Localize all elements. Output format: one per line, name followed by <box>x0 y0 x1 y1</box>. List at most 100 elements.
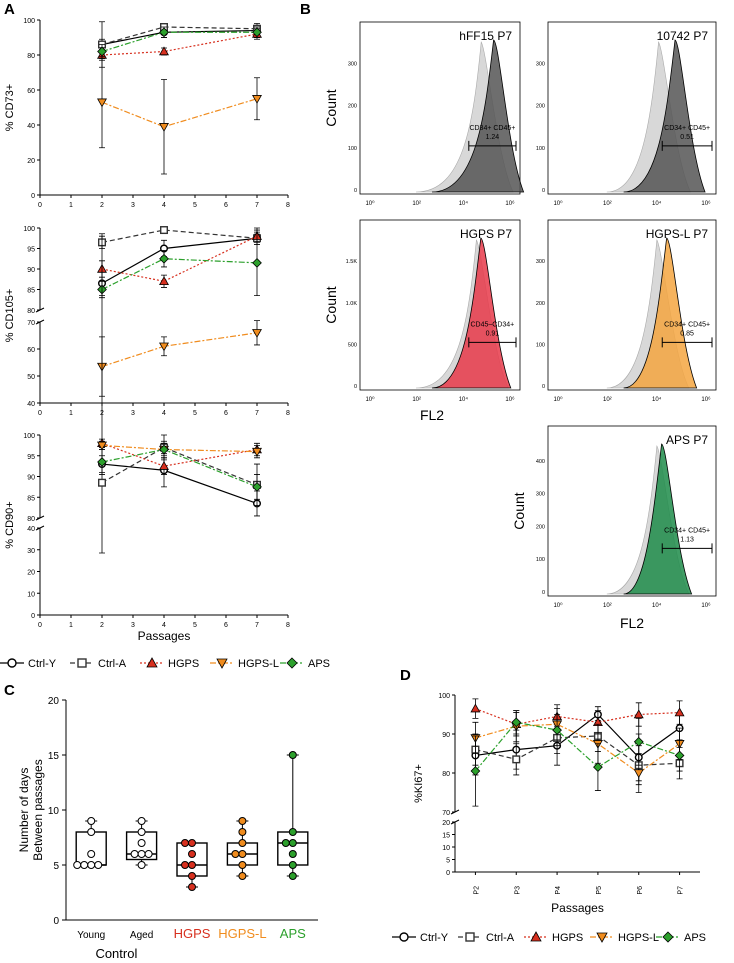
y-tick-label: 30 <box>27 548 35 555</box>
x-tick-label: 10² <box>412 397 421 403</box>
y-axis-label: % CD105+ <box>4 289 16 343</box>
point-aps <box>593 762 603 773</box>
y-tick-label: 400 <box>536 459 545 465</box>
x-axis-label: FL2 <box>420 407 444 423</box>
y-tick-label: 10 <box>442 845 450 852</box>
panel-letter-b: B <box>300 1 311 18</box>
point-hgps <box>159 276 169 285</box>
x-tick-label-young: Young <box>77 930 105 941</box>
y-tick-label: 10 <box>27 591 35 598</box>
legend-label-hgps-l: HGPS-L <box>238 658 279 670</box>
histogram-sample <box>431 39 525 193</box>
gate-value: 1.24 <box>486 134 500 141</box>
y-tick-label: 0 <box>354 188 357 194</box>
y-tick-label: 20 <box>48 696 60 707</box>
series-line-hgps <box>101 235 258 282</box>
y-tick-label: 0 <box>542 188 545 194</box>
histogram-sample <box>623 443 693 595</box>
y-tick-label: 70 <box>442 810 450 817</box>
point-hgps <box>159 46 169 56</box>
x-tick-label: 2 <box>100 202 104 209</box>
legend-label-aps: APS <box>308 658 330 670</box>
x-tick-label-aps: APS <box>280 926 306 941</box>
legend-label-ctrl-y: Ctrl-Y <box>420 932 449 944</box>
y-tick-label: 95 <box>27 247 35 254</box>
data-point <box>288 828 297 836</box>
data-point <box>238 839 247 847</box>
y-tick-label: 100 <box>438 693 450 700</box>
x-tick-label: 10² <box>603 603 612 609</box>
data-point <box>137 861 146 869</box>
data-point <box>137 817 146 825</box>
y-axis-label: Count <box>511 492 527 529</box>
x-tick-label: 10⁴ <box>652 200 662 207</box>
x-tick-label: 0 <box>38 622 42 629</box>
y-tick-label: 100 <box>23 18 35 25</box>
gate-marker <box>468 140 517 151</box>
legend-marker-aps <box>662 931 674 943</box>
y-tick-label: 500 <box>348 342 357 348</box>
data-point <box>188 850 196 858</box>
panel-letter-d: D <box>400 667 411 684</box>
data-point <box>288 872 297 880</box>
data-point <box>238 817 247 825</box>
y-tick-label: 95 <box>27 454 35 461</box>
point-aps <box>97 457 107 467</box>
data-point <box>181 861 189 869</box>
y-tick-label: 40 <box>27 401 35 408</box>
histogram-title: APS P7 <box>666 433 708 447</box>
x-tick-label: 8 <box>286 202 290 209</box>
y-tick-label: 0 <box>542 384 545 390</box>
series-line-aps <box>101 448 258 488</box>
x-tick-label: 10⁴ <box>459 396 469 403</box>
histogram-aps-p7: 0 100 200 300 400 10⁰ 10² 10⁴ 10⁶ CD34+ CD45+ 1.13… <box>511 425 717 609</box>
x-tick-label: 10² <box>603 201 612 207</box>
series-line-ctrl-y <box>101 237 258 284</box>
x-tick-label: 7 <box>255 410 259 417</box>
x-axis-label: FL2 <box>620 615 644 631</box>
series-line-ctrl-a <box>475 735 680 766</box>
x-tick-label: P4 <box>555 886 562 895</box>
x-tick-label: 10⁴ <box>652 602 662 609</box>
data-point <box>288 839 297 847</box>
x-axis-label: Passages <box>551 901 604 915</box>
point-hgps <box>159 461 169 470</box>
y-tick-label: 10 <box>48 806 60 817</box>
point-aps <box>159 253 169 264</box>
x-tick-label: 10⁶ <box>505 396 515 403</box>
box-young <box>75 831 107 866</box>
panel-letter-c: C <box>4 682 15 699</box>
histogram-hff15-p7: 0 100 200 300 10⁰ 10² 10⁴ 10⁶ CD34+ CD45+ 1.24 hFF… <box>323 21 525 207</box>
y-tick-label: 80 <box>27 53 35 60</box>
data-point <box>94 861 103 869</box>
series-line-hgps <box>475 708 680 725</box>
x-tick-label: 5 <box>193 202 197 209</box>
y-axis-label: %KI67+ <box>413 764 425 803</box>
histogram-sample <box>623 237 698 389</box>
y-tick-label: 100 <box>348 146 357 152</box>
y-tick-label: 20 <box>442 820 450 827</box>
y-tick-label: 15 <box>48 751 60 762</box>
box-hgps <box>176 842 208 877</box>
y-tick-label: 15 <box>442 833 450 840</box>
series-line-hgps <box>101 33 258 56</box>
y-tick-label: 5 <box>446 858 450 865</box>
gate-marker <box>661 543 713 554</box>
histogram-title: HGPS-L P7 <box>646 227 709 241</box>
series-line-hgps-l <box>101 332 258 368</box>
gate-label: CD34+ CD45+ <box>664 527 710 534</box>
legend-marker-ctrl-y <box>399 932 409 942</box>
y-tick-label: 90 <box>27 475 35 482</box>
x-tick-label: 1 <box>69 410 73 417</box>
point-hgps-l <box>252 95 262 104</box>
legend-marker-aps <box>286 657 298 669</box>
gate-label: CD45–CD34+ <box>471 321 515 328</box>
legend-top: Ctrl-Y Ctrl-A HGPS HGPS-L APS <box>0 657 330 670</box>
x-tick-label: 10⁰ <box>553 396 563 403</box>
point-ctrl-a <box>159 226 168 235</box>
data-point <box>80 861 89 869</box>
x-tick-label: 10² <box>603 397 612 403</box>
x-tick-label: 10⁶ <box>701 396 711 403</box>
x-tick-label-hgps: HGPS <box>174 926 211 941</box>
y-tick-label: 100 <box>536 342 545 348</box>
